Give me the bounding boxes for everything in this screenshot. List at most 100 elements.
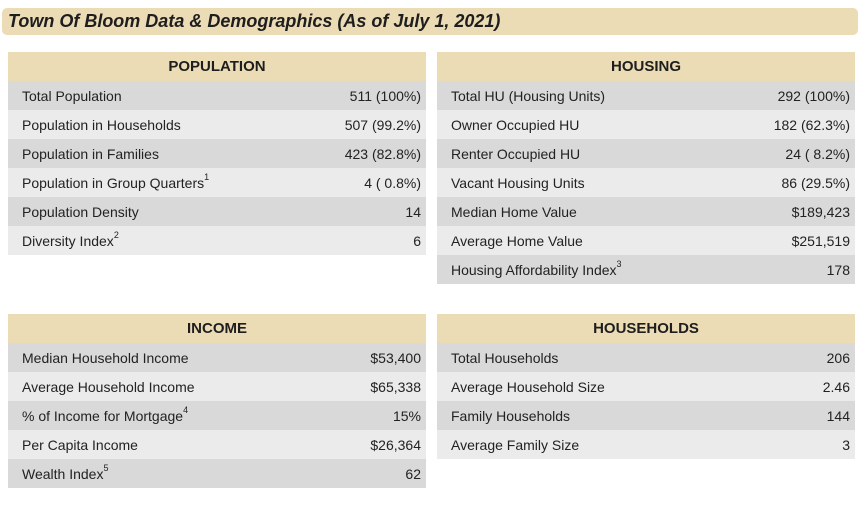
row-label-text: Wealth Index xyxy=(22,465,104,482)
row-label-text: Average Home Value xyxy=(451,232,583,249)
income-row: Median Household Income $53,400 xyxy=(8,343,426,372)
population-row: Population in Households 507 (99.2%) xyxy=(8,110,426,139)
row-value: 14 xyxy=(405,203,421,220)
row-label-text: Median Household Income xyxy=(22,349,189,366)
row-label: Average Household Income xyxy=(22,379,195,395)
income-row: Per Capita Income $26,364 xyxy=(8,430,426,459)
housing-row: Renter Occupied HU 24 ( 8.2%) xyxy=(437,139,855,168)
row-label-text: Owner Occupied HU xyxy=(451,116,580,133)
population-row: Diversity Index2 6 xyxy=(8,226,426,255)
row-label-text: Average Household Size xyxy=(451,378,605,395)
row-value: 6 xyxy=(413,232,421,249)
row-label-text: Total Households xyxy=(451,349,559,366)
row-label-text: Average Family Size xyxy=(451,436,580,453)
row-label: Average Home Value xyxy=(451,233,583,249)
row-value: 4 ( 0.8%) xyxy=(364,174,421,191)
row-label: Diversity Index2 xyxy=(22,229,119,249)
row-value: 507 (99.2%) xyxy=(344,116,421,133)
row-value: 206 xyxy=(826,349,850,366)
row-label-text: Family Households xyxy=(451,407,571,424)
footnote-marker: 5 xyxy=(103,462,109,473)
row-label-text: Median Home Value xyxy=(451,203,577,220)
row-label: Family Households xyxy=(451,408,570,424)
row-value: 511 (100%) xyxy=(349,87,421,104)
row-value: 62 xyxy=(405,465,421,482)
row-value: 178 xyxy=(826,261,850,278)
row-label: Average Household Size xyxy=(451,379,605,395)
page-title: Town Of Bloom Data & Demographics (As of… xyxy=(8,11,501,31)
row-value: 86 (29.5%) xyxy=(781,174,850,191)
households-row: Family Households 144 xyxy=(437,401,855,430)
income-row: Average Household Income $65,338 xyxy=(8,372,426,401)
row-label-text: Vacant Housing Units xyxy=(451,174,585,191)
row-label: Owner Occupied HU xyxy=(451,117,579,133)
housing-panel: HOUSING Total HU (Housing Units) 292 (100… xyxy=(437,52,855,284)
row-label: Housing Affordability Index3 xyxy=(451,258,622,278)
row-label-text: Housing Affordability Index xyxy=(451,261,617,278)
row-label: Per Capita Income xyxy=(22,437,138,453)
footnote-marker: 3 xyxy=(616,258,622,269)
housing-row: Vacant Housing Units 86 (29.5%) xyxy=(437,168,855,197)
housing-row: Housing Affordability Index3 178 xyxy=(437,255,855,284)
housing-row: Owner Occupied HU 182 (62.3%) xyxy=(437,110,855,139)
row-label: Wealth Index5 xyxy=(22,462,109,482)
row-label-text: Population in Households xyxy=(22,116,181,133)
housing-header: HOUSING xyxy=(437,52,855,81)
row-label-text: Population Density xyxy=(22,203,139,220)
row-label: Population in Households xyxy=(22,117,181,133)
row-label: Population Density xyxy=(22,204,139,220)
row-value: 2.46 xyxy=(822,378,850,395)
row-label-text: Per Capita Income xyxy=(22,436,138,453)
population-row: Population in Group Quarters1 4 ( 0.8%) xyxy=(8,168,426,197)
row-value: 182 (62.3%) xyxy=(773,116,850,133)
row-value: 24 ( 8.2%) xyxy=(785,145,850,162)
footnote-marker: 4 xyxy=(183,404,189,415)
households-header: HOUSEHOLDS xyxy=(437,314,855,343)
population-row: Population Density 14 xyxy=(8,197,426,226)
households-row: Total Households 206 xyxy=(437,343,855,372)
row-label: Vacant Housing Units xyxy=(451,175,585,191)
income-row: % of Income for Mortgage4 15% xyxy=(8,401,426,430)
housing-row: Total HU (Housing Units) 292 (100%) xyxy=(437,81,855,110)
income-row: Wealth Index5 62 xyxy=(8,459,426,488)
population-row: Population in Families 423 (82.8%) xyxy=(8,139,426,168)
row-label-text: Diversity Index xyxy=(22,232,114,249)
row-label: Population in Families xyxy=(22,146,159,162)
row-label: % of Income for Mortgage4 xyxy=(22,404,189,424)
row-label-text: Population in Group Quarters xyxy=(22,174,205,191)
row-label-text: Population in Families xyxy=(22,145,159,162)
row-value: $65,338 xyxy=(370,378,421,395)
row-value: 15% xyxy=(392,407,421,424)
row-value: 292 (100%) xyxy=(777,87,850,104)
page-title-bar: Town Of Bloom Data & Demographics (As of… xyxy=(2,8,858,35)
row-label: Total Households xyxy=(451,350,558,366)
footnote-marker: 1 xyxy=(204,171,210,182)
row-label-text: Renter Occupied HU xyxy=(451,145,581,162)
row-label-text: Average Household Income xyxy=(22,378,195,395)
housing-row: Median Home Value $189,423 xyxy=(437,197,855,226)
households-panel: HOUSEHOLDS Total Households 206 Average Ho… xyxy=(437,314,855,459)
row-value: $53,400 xyxy=(370,349,421,366)
footnote-marker: 2 xyxy=(113,229,119,240)
income-header: INCOME xyxy=(8,314,426,343)
population-header: POPULATION xyxy=(8,52,426,81)
row-label-text: % of Income for Mortgage xyxy=(22,407,184,424)
row-value: 144 xyxy=(826,407,850,424)
row-value: 423 (82.8%) xyxy=(344,145,421,162)
row-label: Median Household Income xyxy=(22,350,189,366)
row-value: 3 xyxy=(842,436,850,453)
row-label: Average Family Size xyxy=(451,437,579,453)
population-panel: POPULATION Total Population 511 (100%) Pop… xyxy=(8,52,426,255)
row-label: Total HU (Housing Units) xyxy=(451,88,605,104)
row-label: Total Population xyxy=(22,88,122,104)
row-label: Median Home Value xyxy=(451,204,577,220)
row-value: $189,423 xyxy=(791,203,850,220)
row-value: $26,364 xyxy=(370,436,421,453)
income-panel: INCOME Median Household Income $53,400 Ave… xyxy=(8,314,426,488)
row-label: Renter Occupied HU xyxy=(451,146,580,162)
row-label: Population in Group Quarters1 xyxy=(22,171,210,191)
households-row: Average Family Size 3 xyxy=(437,430,855,459)
row-value: $251,519 xyxy=(791,232,850,249)
households-row: Average Household Size 2.46 xyxy=(437,372,855,401)
row-label-text: Total HU (Housing Units) xyxy=(451,87,606,104)
